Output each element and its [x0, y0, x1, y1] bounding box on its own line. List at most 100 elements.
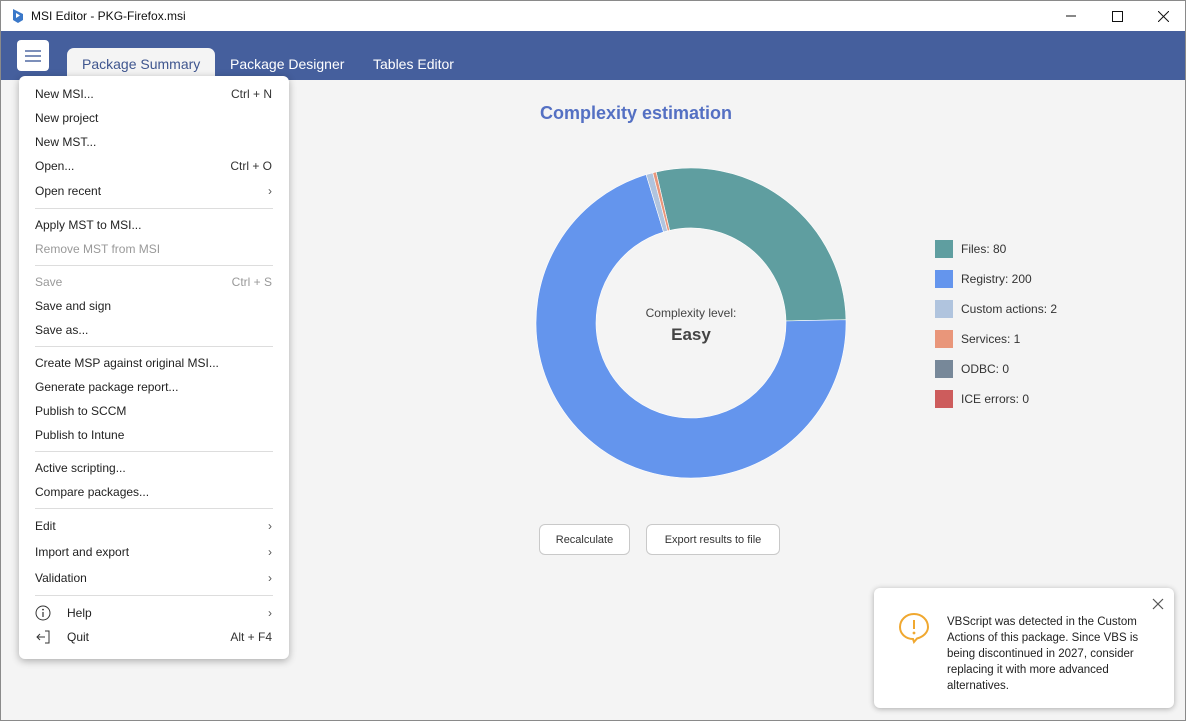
menu-item-help[interactable]: Help ›: [19, 602, 289, 624]
menu-item-label: Save: [35, 275, 63, 289]
legend-item: Files: 80: [935, 239, 1135, 259]
menu-item-label: Quit: [67, 630, 90, 644]
menu-item-label: New project: [35, 111, 99, 125]
menu-item-compare-packages[interactable]: Compare packages...: [19, 481, 289, 503]
menu-item-shortcut: Ctrl + S: [231, 275, 272, 289]
donut-slice-services: [652, 171, 670, 232]
legend-swatch: [935, 300, 953, 318]
menu-item-label: Create MSP against original MSI...: [35, 356, 219, 370]
menu-item-label: Save as...: [35, 323, 89, 337]
menu-item-open[interactable]: Open... Ctrl + O: [19, 155, 289, 177]
page-title: Complexity estimation: [540, 103, 733, 123]
chevron-right-icon: ›: [268, 519, 272, 533]
export-results-button[interactable]: Export results to file: [646, 524, 780, 555]
legend-label: ODBC: 0: [961, 362, 1010, 376]
close-icon: [1157, 10, 1169, 22]
warning-icon: [898, 612, 930, 644]
donut-slice-files: [655, 168, 847, 322]
app-logo-icon: [13, 9, 23, 23]
menu-item-open-recent[interactable]: Open recent ›: [19, 180, 289, 202]
menu-item-create-msp[interactable]: Create MSP against original MSI...: [19, 352, 289, 374]
menu-item-label: Save and sign: [35, 299, 112, 313]
complexity-level-label: Complexity level:: [646, 306, 737, 320]
menu-item-edit[interactable]: Edit ›: [19, 515, 289, 537]
menu-item-new-project[interactable]: New project: [19, 107, 289, 129]
legend-label: ICE errors: 0: [961, 392, 1030, 406]
exit-icon: [36, 630, 50, 644]
menu-divider: [35, 595, 273, 596]
close-icon[interactable]: [1150, 596, 1166, 612]
legend-swatch: [935, 330, 953, 348]
menu-item-label: Help: [67, 606, 92, 620]
menu-item-shortcut: Ctrl + O: [230, 159, 272, 173]
menu-item-save: Save Ctrl + S: [19, 271, 289, 293]
menu-divider: [35, 265, 273, 266]
recalculate-button[interactable]: Recalculate: [539, 524, 630, 555]
tab-tables-editor[interactable]: Tables Editor: [373, 56, 454, 72]
donut-slice-registry: [535, 174, 847, 479]
menu-item-remove-mst: Remove MST from MSI: [19, 238, 289, 260]
minimize-button[interactable]: [1048, 1, 1094, 31]
menu-item-label: Publish to Intune: [35, 428, 125, 442]
menu-item-publish-sccm[interactable]: Publish to SCCM: [19, 400, 289, 422]
menu-item-label: New MST...: [35, 135, 97, 149]
title-bar: MSI Editor - PKG-Firefox.msi: [1, 1, 1185, 31]
window-title: MSI Editor - PKG-Firefox.msi: [31, 9, 186, 23]
tab-package-designer[interactable]: Package Designer: [230, 56, 345, 72]
menu-item-label: Import and export: [35, 545, 130, 559]
menu-item-label: Apply MST to MSI...: [35, 218, 142, 232]
menu-item-save-and-sign[interactable]: Save and sign: [19, 295, 289, 317]
legend-item: Custom actions: 2: [935, 299, 1135, 319]
menu-divider: [35, 208, 273, 209]
chevron-right-icon: ›: [268, 184, 272, 198]
menu-divider: [35, 346, 273, 347]
complexity-level-value: Easy: [671, 325, 711, 344]
maximize-button[interactable]: [1094, 1, 1140, 31]
legend-label: Registry: 200: [961, 272, 1032, 286]
menu-item-import-export[interactable]: Import and export ›: [19, 541, 289, 563]
legend-swatch: [935, 390, 953, 408]
menu-item-label: Generate package report...: [35, 380, 179, 394]
ribbon-bar: Package Summary Package Designer Tables …: [1, 31, 1185, 80]
notification-toast: VBScript was detected in the Custom Acti…: [874, 588, 1174, 708]
chevron-right-icon: ›: [268, 545, 272, 559]
legend-label: Files: 80: [961, 242, 1007, 256]
menu-item-new-mst[interactable]: New MST...: [19, 131, 289, 153]
menu-item-label: Open recent: [35, 184, 102, 198]
main-menu-button[interactable]: [17, 40, 49, 71]
main-menu-dropdown: New MSI... Ctrl + N New project New MST.…: [19, 76, 289, 659]
menu-item-label: Open...: [35, 159, 75, 173]
menu-item-label: Publish to SCCM: [35, 404, 127, 418]
menu-divider: [35, 451, 273, 452]
complexity-donut-chart: Complexity level: Easy: [535, 168, 847, 479]
tab-package-summary[interactable]: Package Summary: [67, 48, 216, 80]
menu-item-active-scripting[interactable]: Active scripting...: [19, 457, 289, 479]
hamburger-icon: [25, 49, 41, 62]
menu-divider: [35, 508, 273, 509]
menu-item-label: Remove MST from MSI: [35, 242, 161, 256]
legend-item: Services: 1: [935, 329, 1135, 349]
menu-item-quit[interactable]: Quit Alt + F4: [19, 626, 289, 648]
legend-label: Services: 1: [961, 332, 1021, 346]
menu-item-shortcut: Ctrl + N: [230, 87, 272, 101]
legend-item: ODBC: 0: [935, 359, 1135, 379]
menu-item-publish-intune[interactable]: Publish to Intune: [19, 424, 289, 446]
toast-message: VBScript was detected in the Custom Acti…: [947, 616, 1139, 692]
chevron-right-icon: ›: [268, 571, 272, 585]
menu-item-generate-report[interactable]: Generate package report...: [19, 376, 289, 398]
legend-swatch: [935, 270, 953, 288]
menu-item-save-as[interactable]: Save as...: [19, 319, 289, 341]
menu-item-new-msi[interactable]: New MSI... Ctrl + N: [19, 83, 289, 105]
menu-item-label: Edit: [35, 519, 56, 533]
menu-item-label: New MSI...: [35, 87, 94, 101]
menu-item-apply-mst[interactable]: Apply MST to MSI...: [19, 214, 289, 236]
menu-item-validation[interactable]: Validation ›: [19, 567, 289, 589]
legend-item: ICE errors: 0: [935, 389, 1135, 409]
close-window-button[interactable]: [1140, 1, 1185, 31]
legend-label: Custom actions: 2: [961, 302, 1058, 316]
minimize-icon: [1066, 15, 1076, 17]
legend-item: Registry: 200: [935, 269, 1135, 289]
menu-item-shortcut: Alt + F4: [230, 630, 272, 644]
legend-swatch: [935, 240, 953, 258]
